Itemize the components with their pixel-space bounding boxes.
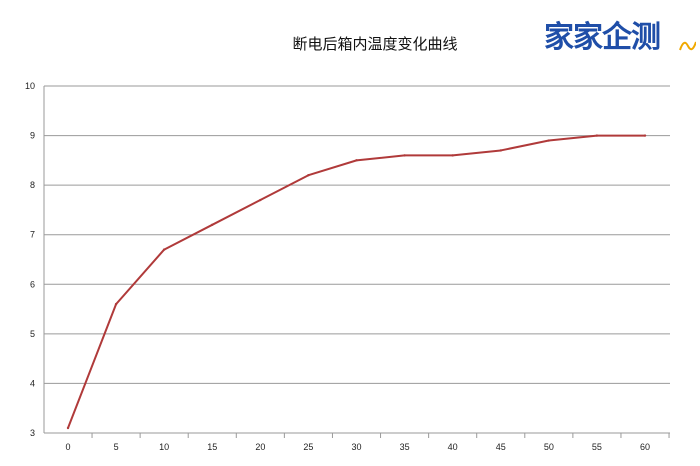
series-layer <box>66 134 647 430</box>
data-point-40 <box>451 154 454 157</box>
chart-title: 断电后箱内温度变化曲线 <box>292 35 458 53</box>
data-point-50 <box>547 139 551 142</box>
data-point-45 <box>499 149 502 152</box>
data-point-10 <box>162 248 166 251</box>
data-point-0 <box>66 426 70 430</box>
y-tick-label-9: 9 <box>30 131 35 141</box>
x-tick-label-20: 20 <box>255 442 265 452</box>
x-tick-label-55: 55 <box>592 442 602 452</box>
grid-layer <box>44 85 670 434</box>
data-point-55 <box>595 134 599 137</box>
y-tick-label-6: 6 <box>30 279 35 289</box>
x-tick-label-60: 60 <box>640 442 650 452</box>
data-point-15 <box>211 223 214 226</box>
series-line-0 <box>67 134 645 429</box>
brand-logo: 家家企测 <box>544 20 696 60</box>
x-tick-label-45: 45 <box>496 442 506 452</box>
logo-text: 家家企测 <box>544 20 661 55</box>
x-tick-label-0: 0 <box>65 442 70 452</box>
y-tick-label-7: 7 <box>30 230 35 240</box>
x-tick-label-35: 35 <box>400 442 410 452</box>
data-point-30 <box>355 159 358 162</box>
x-tick-label-10: 10 <box>159 442 169 452</box>
data-point-20 <box>259 198 262 202</box>
data-point-60 <box>643 134 647 137</box>
data-point-35 <box>403 154 406 157</box>
x-tick-label-5: 5 <box>114 442 119 452</box>
logo-wave-icon <box>679 41 696 51</box>
y-tick-label-5: 5 <box>30 329 35 339</box>
data-point-5 <box>114 302 118 306</box>
y-tick-label-10: 10 <box>25 81 35 91</box>
x-tick-label-40: 40 <box>448 442 458 452</box>
y-tick-label-8: 8 <box>30 180 35 190</box>
data-point-25 <box>307 174 310 177</box>
x-tick-label-15: 15 <box>207 442 217 452</box>
y-tick-label-4: 4 <box>30 378 35 388</box>
x-tick-label-50: 50 <box>544 442 554 452</box>
y-tick-label-3: 3 <box>30 428 35 438</box>
x-tick-label-25: 25 <box>303 442 313 452</box>
x-tick-label-30: 30 <box>351 442 361 452</box>
